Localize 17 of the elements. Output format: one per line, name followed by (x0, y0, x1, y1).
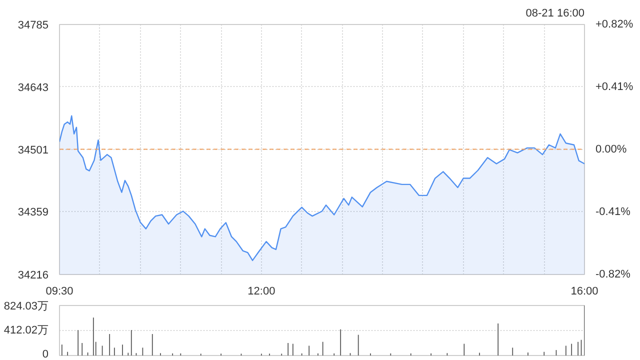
y-tick-label: 412.02万 (4, 324, 49, 336)
y-tick-label: 34501 (18, 144, 49, 156)
text: 08-21 16:00 (526, 8, 584, 20)
x-tick-label: 09:30 (46, 286, 74, 298)
y-tick-label: 34785 (18, 20, 49, 32)
y-tick-label: 34216 (18, 270, 49, 282)
y2-tick-label: -0.41% (596, 206, 631, 218)
y2-tick-label: +0.82% (596, 18, 634, 30)
y-tick-label: 34643 (18, 82, 49, 94)
y2-tick-label: 0.00% (596, 144, 627, 156)
y-tick-label: 824.03万 (4, 300, 49, 312)
y-tick-label: 0 (42, 348, 49, 360)
y2-tick-label: -0.82% (596, 268, 631, 280)
y-tick-label: 34359 (18, 206, 49, 219)
x-tick-label: 16:00 (570, 286, 598, 298)
x-tick-label: 12:00 (248, 286, 276, 298)
y2-tick-label: +0.41% (596, 81, 634, 93)
